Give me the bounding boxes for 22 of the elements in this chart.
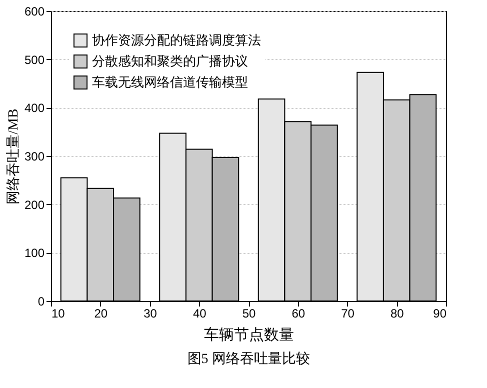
x-tick-label: 70: [341, 306, 355, 320]
y-tick-label: 600: [24, 4, 45, 18]
y-tick-label: 500: [24, 52, 45, 67]
legend-label: 车载无线网络信道传输模型: [92, 74, 248, 90]
y-tick-label: 200: [24, 198, 45, 212]
y-tick-label: 400: [24, 101, 45, 116]
caption: 图5 网络吞吐量比较: [187, 351, 310, 367]
y-tick-label: 100: [24, 246, 45, 260]
x-tick-label: 20: [94, 306, 108, 320]
x-tick-label: 50: [242, 306, 256, 320]
x-tick-label: 80: [390, 306, 404, 320]
y-axis-title: 网络吞吐量/MB: [5, 108, 22, 204]
x-tick-label: 30: [144, 306, 158, 320]
y-tick-label: 0: [38, 294, 45, 308]
x-tick-label: 40: [192, 306, 207, 320]
x-tick-label: 90: [433, 306, 447, 320]
y-tick-label: 300: [24, 150, 45, 164]
x-tick-label: 60: [292, 306, 306, 320]
x-tick-label: 10: [52, 306, 66, 320]
legend-label: 协作资源分配的链路调度算法: [92, 32, 261, 48]
x-axis-title: 车辆节点数量: [204, 326, 294, 344]
legend-label: 分散感知和聚类的广播协议: [92, 54, 248, 68]
